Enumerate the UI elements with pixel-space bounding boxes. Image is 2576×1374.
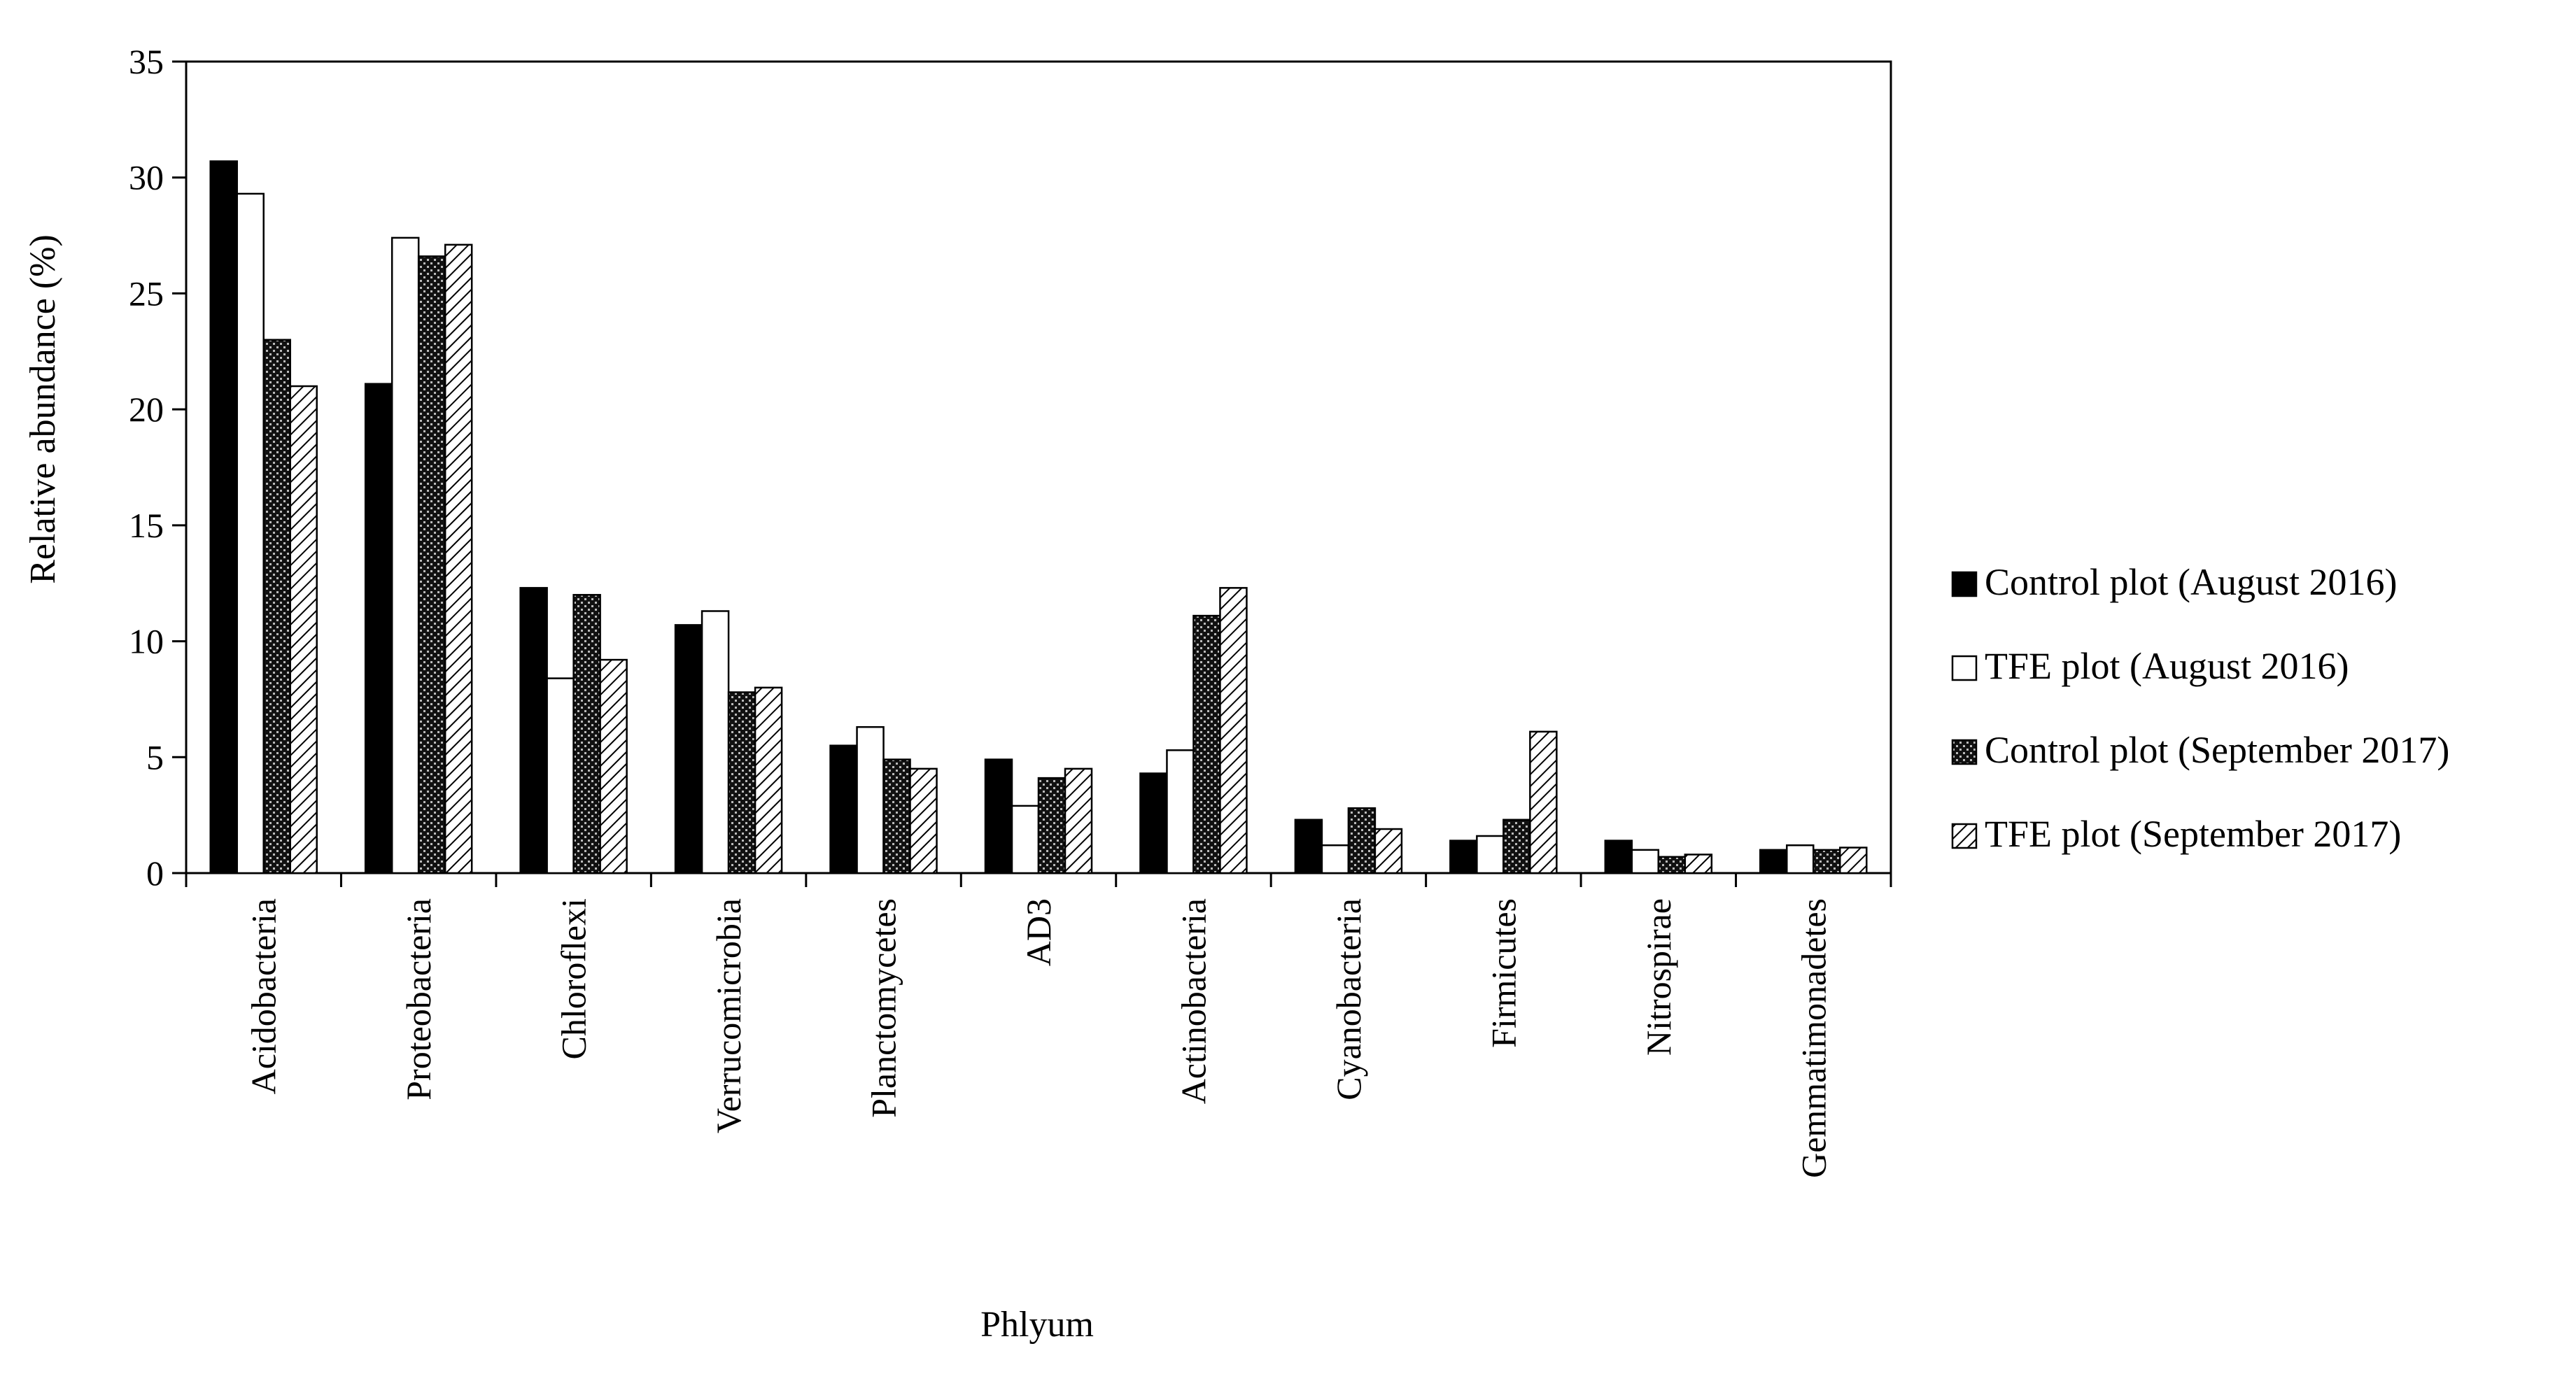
legend: Control plot (August 2016) TFE plot (Augu… — [1951, 561, 2449, 855]
bar-cyanobacteria-series-1 — [1294, 819, 1323, 874]
bar-planctomycetes-series-1 — [829, 744, 858, 874]
bar-ad3-series-4 — [1064, 767, 1093, 874]
category-label-ad3: AD3 — [1019, 898, 1058, 966]
bar-chloroflexi-series-2 — [546, 677, 575, 874]
bar-verrucomicrobia-series-1 — [674, 624, 703, 874]
bar-verrucomicrobia-series-3 — [727, 691, 756, 874]
legend-swatch — [1951, 823, 1978, 849]
legend-label: Control plot (September 2017) — [1985, 729, 2449, 771]
bar-ad3-series-2 — [1011, 805, 1040, 874]
bar-planctomycetes-series-3 — [882, 758, 911, 874]
bar-gemmatimonadetes-series-4 — [1839, 847, 1868, 874]
y-axis-title: Relative abundance (%) — [23, 234, 63, 584]
category-label-actinobacteria: Actinobacteria — [1174, 898, 1213, 1104]
y-tick-label: 5 — [146, 737, 164, 777]
bar-gemmatimonadetes-series-2 — [1786, 844, 1815, 874]
legend-swatch — [1951, 739, 1978, 765]
bar-acidobacteria-series-1 — [209, 160, 238, 874]
category-label-proteobacteria: Proteobacteria — [399, 898, 438, 1100]
bar-planctomycetes-series-2 — [856, 725, 885, 874]
category-label-cyanobacteria: Cyanobacteria — [1329, 898, 1368, 1100]
category-label-gemmatimonadetes: Gemmatimonadetes — [1794, 898, 1833, 1178]
y-tick-label: 10 — [129, 622, 164, 661]
legend-swatch — [1951, 655, 1978, 681]
bar-actinobacteria-series-2 — [1166, 749, 1195, 874]
bars-group — [209, 160, 1868, 874]
bar-planctomycetes-series-4 — [909, 767, 938, 874]
bar-acidobacteria-series-3 — [262, 339, 291, 874]
bar-acidobacteria-series-4 — [289, 385, 318, 874]
y-axis: 0 5 10 15 20 25 30 35 — [129, 42, 186, 893]
bar-chloroflexi-series-3 — [572, 594, 601, 874]
x-axis: Acidobacteria Proteobacteria Chloroflexi Ve… — [185, 873, 1892, 1178]
legend-swatch — [1951, 571, 1978, 597]
category-label-planctomycetes: Planctomycetes — [864, 898, 903, 1118]
bar-cyanobacteria-series-3 — [1347, 807, 1377, 874]
bar-firmicutes-series-1 — [1449, 840, 1478, 874]
bar-actinobacteria-series-3 — [1192, 614, 1221, 874]
y-tick-label: 25 — [129, 274, 164, 313]
bar-acidobacteria-series-2 — [236, 192, 265, 874]
bar-proteobacteria-series-4 — [444, 243, 473, 874]
bar-cyanobacteria-series-2 — [1321, 844, 1350, 874]
bar-cyanobacteria-series-4 — [1374, 828, 1403, 874]
bar-gemmatimonadetes-series-1 — [1759, 849, 1788, 874]
bar-firmicutes-series-4 — [1529, 730, 1558, 874]
bar-proteobacteria-series-1 — [364, 383, 393, 874]
y-tick-label: 30 — [129, 158, 164, 197]
y-tick-label: 20 — [129, 390, 164, 429]
bar-chloroflexi-series-4 — [599, 658, 628, 874]
bar-nitrospirae-series-2 — [1631, 849, 1660, 874]
bar-ad3-series-1 — [984, 758, 1013, 874]
bar-nitrospirae-series-1 — [1604, 840, 1633, 874]
x-axis-title: Phlyum — [980, 1305, 1094, 1345]
bar-nitrospirae-series-3 — [1657, 856, 1687, 874]
bar-proteobacteria-series-2 — [390, 236, 420, 874]
category-label-verrucomicrobia: Verrucomicrobia — [709, 898, 748, 1133]
category-label-chloroflexi: Chloroflexi — [554, 898, 593, 1060]
bar-actinobacteria-series-1 — [1139, 772, 1168, 874]
bar-verrucomicrobia-series-2 — [701, 610, 730, 874]
category-label-acidobacteria: Acidobacteria — [244, 898, 283, 1094]
y-tick-label: 15 — [129, 506, 164, 545]
bar-proteobacteria-series-3 — [417, 255, 446, 874]
bar-nitrospirae-series-4 — [1684, 854, 1713, 874]
bar-firmicutes-series-2 — [1476, 835, 1505, 874]
bar-gemmatimonadetes-series-3 — [1813, 849, 1841, 874]
legend-label: Control plot (August 2016) — [1985, 561, 2398, 603]
y-tick-label: 0 — [146, 854, 164, 893]
category-label-nitrospirae: Nitrospirae — [1639, 898, 1678, 1056]
bar-chloroflexi-series-1 — [519, 587, 548, 874]
bar-firmicutes-series-3 — [1502, 819, 1531, 874]
category-label-firmicutes: Firmicutes — [1484, 898, 1523, 1048]
bar-ad3-series-3 — [1037, 777, 1067, 874]
y-tick-label: 35 — [129, 42, 164, 81]
bar-verrucomicrobia-series-4 — [754, 686, 783, 874]
legend-label: TFE plot (August 2016) — [1985, 645, 2349, 687]
bar-actinobacteria-series-4 — [1219, 587, 1248, 874]
legend-label: TFE plot (September 2017) — [1985, 813, 2401, 855]
